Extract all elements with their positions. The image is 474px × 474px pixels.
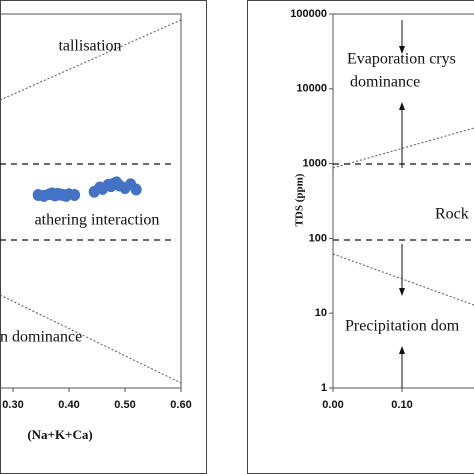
model-curve [332,127,474,169]
annotation: dominance [350,74,420,91]
x-tick-label: 0.60 [170,399,191,411]
y-tick-label: 1000 [303,158,327,170]
y-tick-label: 1 [321,382,327,394]
x-tick-label: 0.10 [391,399,412,411]
annotation: Precipitation dom [345,318,460,335]
panel-frame [247,0,474,474]
plot-area [0,13,182,389]
model-curve [332,253,474,306]
annotation: Rock [435,206,469,223]
annotation: athering interaction [35,212,160,229]
model-curve [0,19,182,101]
annotation: n dominance [0,329,82,346]
y-axis-label: TDS (ppm) [294,173,306,226]
annotation: tallisation [58,38,121,55]
y-tick-label: 100 [309,232,327,244]
x-tick-label: 0.40 [58,399,79,411]
x-axis-label: (Na+K+Ca) [27,427,92,442]
plot-area [332,13,474,389]
x-tick-label: 0.00 [322,399,343,411]
x-tick-label: 0.30 [2,399,23,411]
y-tick-label: 10000 [296,83,327,95]
y-tick-label: 10 [315,307,327,319]
model-curve [0,294,182,384]
x-tick-label: 0.50 [114,399,135,411]
point [130,183,142,196]
annotation: Evaporation crys [347,51,456,68]
y-tick-label: 100000 [290,8,327,20]
point [69,189,81,202]
